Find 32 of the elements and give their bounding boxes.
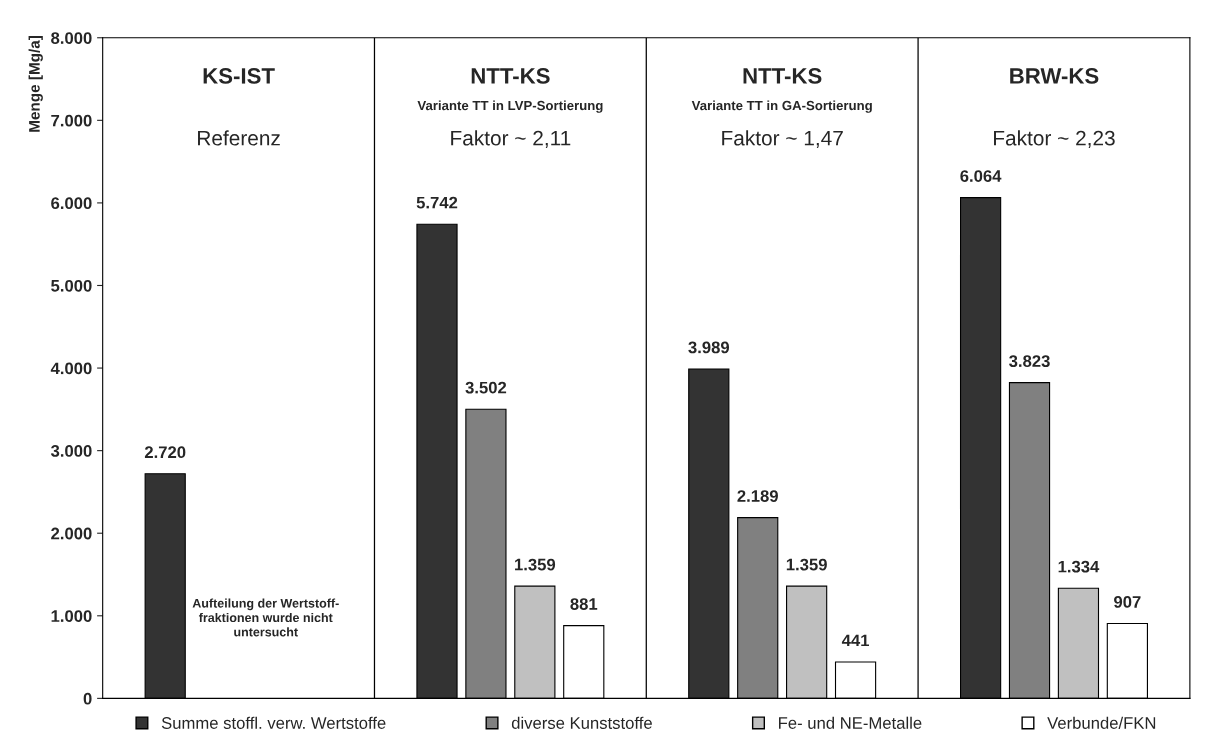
category-label: KS-IST Referenz [198, 68, 280, 146]
data-label: 881 [570, 598, 598, 610]
data-label: 1.359 [786, 558, 827, 571]
legend-label: Fe- und NE-Metalle [779, 716, 922, 729]
y-tick-label: 7.000 [51, 114, 92, 127]
category-label: NTT-KS Variante TT in LVP-Sortierung Faktor ~ 2,11 [417, 68, 603, 148]
y-tick-label: 4.000 [50, 362, 92, 375]
legend-label: Summe stoffl. verw. Wertstoffe [161, 716, 386, 729]
y-tick-label: 0 [83, 692, 92, 705]
y-axis-title: Menge [Mg/a] [28, 36, 43, 132]
data-label: 6.064 [960, 170, 1002, 182]
data-label: 441 [841, 634, 870, 647]
category-label: NTT-KS Variante TT in GA-Sortierung Faktor ~ 1,47 [691, 68, 872, 148]
category-label: BRW-KS Faktor ~ 2,23 [994, 68, 1115, 148]
y-tick-label: 2.000 [51, 527, 92, 540]
data-label: 2.189 [737, 490, 778, 502]
data-label: 1.334 [1058, 560, 1100, 573]
data-label: 3.823 [1009, 355, 1050, 368]
data-label: 3.502 [465, 381, 507, 394]
legend-label: diverse Kunststoffe [511, 716, 652, 729]
y-tick-label: 8.000 [51, 32, 92, 44]
legend-label: Verbunde/FKN [1047, 716, 1156, 729]
data-label: 3.989 [688, 341, 730, 354]
y-tick-label: 5.000 [51, 279, 92, 292]
y-tick-label: 1.000 [51, 610, 92, 622]
data-label: 1.359 [515, 558, 556, 571]
annotation: Aufteilung der Wertstoff- fraktionen wurde nicht untersucht [192, 598, 339, 637]
data-label: 2.720 [144, 446, 186, 459]
data-label: 907 [1114, 595, 1141, 608]
y-tick-label: 3.000 [50, 445, 92, 457]
data-label: 5.742 [416, 196, 458, 209]
y-tick-label: 6.000 [51, 197, 92, 210]
